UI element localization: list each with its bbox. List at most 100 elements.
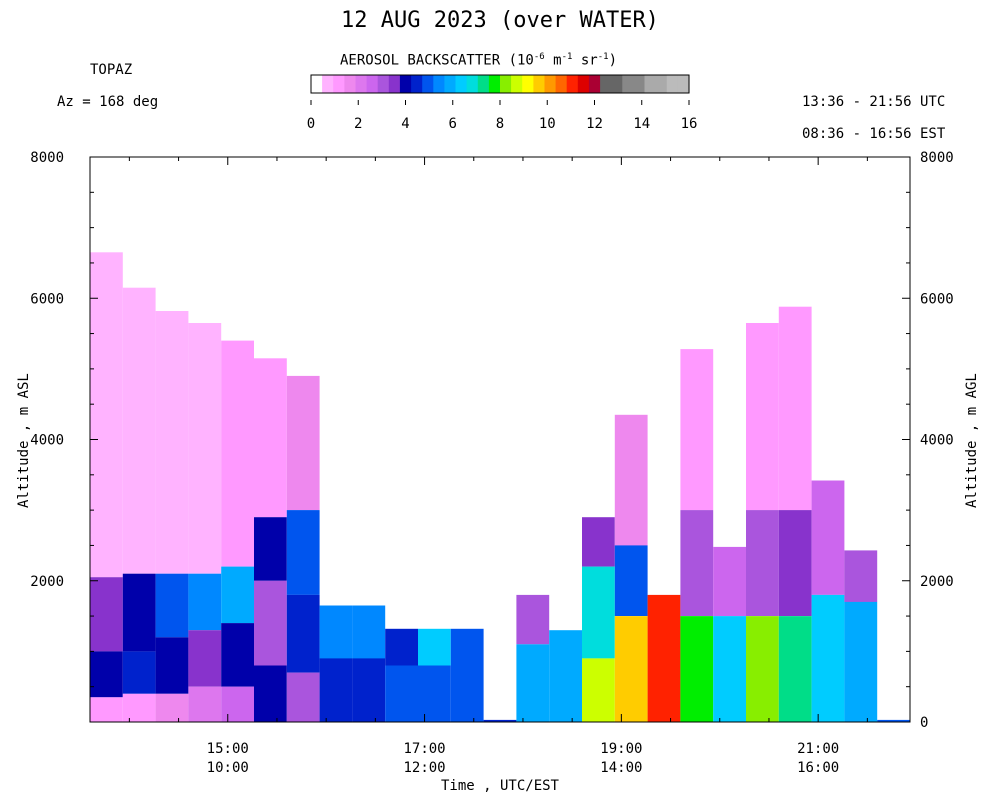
profile-1-layer-2	[122, 651, 156, 694]
profile-5-layer-3	[254, 665, 287, 722]
profile-2-layer-1	[155, 573, 189, 638]
colorbar-tick-label-2: 4	[401, 116, 409, 132]
profile-3-layer-3	[188, 686, 222, 722]
profile-6-layer-0	[286, 375, 320, 511]
colorbar-tick-label-7: 14	[633, 116, 650, 132]
colorbar-exponent-2: -1	[561, 52, 573, 62]
profile-1-layer-3	[122, 693, 156, 723]
colorbar-swatch-12	[444, 75, 457, 93]
utc-time-range: 13:36 - 21:56 UTC	[802, 94, 946, 110]
profile-14-layer-0	[549, 630, 582, 722]
y-tick-label-right-0: 0	[920, 715, 928, 731]
profile-4-layer-0	[221, 340, 254, 567]
profile-15-layer-1	[582, 566, 615, 659]
profile-8-layer-1	[352, 658, 386, 722]
y-tick-label-right-2: 4000	[920, 433, 954, 449]
colorbar-unit-sr: sr	[572, 52, 598, 69]
profile-21-layer-0	[778, 306, 812, 511]
profile-22-layer-0	[811, 480, 845, 595]
profile-1-layer-1	[122, 573, 156, 652]
colorbar-swatch-17	[500, 75, 512, 93]
y-axis-label-left: Altitude , m ASL	[16, 373, 32, 508]
y-tick-label-right-1: 2000	[920, 574, 954, 590]
colorbar-frame	[310, 74, 690, 94]
colorbar-exponent-3: -1	[597, 52, 609, 62]
colorbar-swatch-32	[666, 75, 679, 93]
x-tick-label-utc-1: 17:00	[403, 741, 445, 757]
profile-22-layer-1	[811, 594, 845, 722]
profile-3-layer-0	[188, 323, 222, 574]
colorbar-swatch-6	[377, 75, 390, 93]
colorbar-swatch-14	[466, 75, 479, 93]
profile-18-layer-0	[680, 349, 714, 511]
profile-20-layer-1	[746, 510, 779, 616]
colorbar-tick-label-4: 8	[496, 116, 504, 132]
profile-23-layer-1	[844, 601, 878, 722]
y-tick-label-left-3: 8000	[30, 150, 64, 166]
colorbar-swatch-20	[533, 75, 546, 93]
profile-2-layer-3	[155, 693, 189, 723]
colorbar-title-prefix: AEROSOL BACKSCATTER (10	[340, 52, 534, 69]
y-tick-label-left-0: 2000	[30, 574, 64, 590]
profile-0-layer-3	[90, 697, 123, 722]
colorbar-swatch-23	[566, 75, 579, 93]
profile-4-layer-1	[221, 566, 254, 624]
profile-3-layer-2	[188, 630, 222, 687]
x-tick-label-utc-3: 21:00	[797, 741, 839, 757]
profile-9-layer-1	[385, 665, 418, 722]
profile-3-layer-1	[188, 573, 222, 631]
colorbar-swatch-2	[333, 75, 345, 93]
profile-24-layer-0	[877, 719, 910, 722]
profile-17-layer-0	[647, 594, 681, 722]
colorbar-tick-label-8: 16	[681, 116, 698, 132]
y-tick-label-right-3: 6000	[920, 291, 954, 307]
profile-16-layer-2	[614, 616, 648, 722]
x-axis-label: Time , UTC/EST	[440, 778, 559, 794]
colorbar-swatch-33	[677, 75, 690, 93]
profile-0-layer-1	[90, 577, 123, 652]
x-tick-label-utc-2: 19:00	[600, 741, 642, 757]
colorbar-swatch-1	[322, 75, 334, 93]
y-axis-label-right: Altitude , m AGL	[964, 373, 980, 508]
colorbar-swatch-7	[388, 75, 401, 93]
profile-2-layer-2	[155, 637, 189, 694]
profile-21-layer-2	[778, 616, 812, 722]
profile-15-layer-0	[582, 517, 615, 567]
colorbar: 0 2 4 6 8 10 12 14 16	[307, 74, 698, 132]
profile-9-layer-0	[385, 628, 418, 666]
azimuth-label: Az = 168 deg	[57, 94, 159, 110]
profile-0-layer-0	[90, 252, 123, 578]
axis-ticks: 2000 4000 6000 8000 0 2000 4000 6000 8000 15:00 10…	[30, 150, 953, 776]
profile-13-layer-0	[516, 594, 550, 645]
profile-15-layer-2	[582, 658, 615, 722]
backscatter-heatmap	[90, 252, 910, 723]
profile-10-layer-0	[418, 628, 451, 666]
profile-18-layer-1	[680, 510, 714, 616]
colorbar-tick-label-5: 10	[539, 116, 556, 132]
colorbar-swatch-29	[633, 75, 646, 93]
y-tick-label-left-1: 4000	[30, 433, 64, 449]
profile-16-layer-0	[614, 414, 648, 546]
colorbar-swatch-3	[344, 75, 357, 93]
profile-4-layer-2	[221, 623, 254, 687]
station-name: TOPAZ	[90, 62, 133, 78]
est-time-range: 08:36 - 16:56 EST	[802, 126, 946, 142]
chart-title: 12 AUG 2023 (over WATER)	[341, 8, 659, 33]
profile-20-layer-2	[746, 616, 779, 722]
x-tick-label-est-2: 14:00	[600, 760, 642, 776]
profile-21-layer-1	[778, 510, 812, 616]
colorbar-swatch-27	[611, 75, 623, 93]
colorbar-swatch-24	[577, 75, 590, 93]
profile-19-layer-1	[713, 616, 746, 722]
profile-18-layer-2	[680, 616, 714, 722]
colorbar-swatch-9	[411, 75, 423, 93]
profile-6-layer-1	[286, 510, 320, 595]
profile-12-layer-0	[483, 719, 517, 722]
profile-8-layer-0	[352, 605, 386, 659]
profile-2-layer-0	[155, 311, 189, 574]
colorbar-tick-label-1: 2	[354, 116, 362, 132]
profile-16-layer-1	[614, 545, 648, 616]
colorbar-swatch-22	[555, 75, 568, 93]
profile-10-layer-1	[418, 665, 451, 722]
